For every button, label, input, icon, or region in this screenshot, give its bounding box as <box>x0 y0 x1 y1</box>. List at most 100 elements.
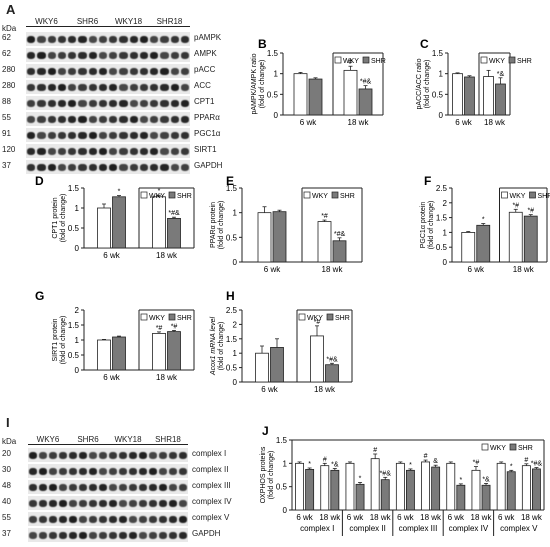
y-tick-label: 0 <box>75 244 80 253</box>
blot-band <box>150 67 159 75</box>
bar-shr <box>325 364 339 383</box>
blot-band <box>69 531 77 539</box>
bar-shr <box>464 76 475 116</box>
blot-band <box>79 483 87 491</box>
bar-wky <box>521 465 531 511</box>
blot-band <box>119 147 128 155</box>
blot-band <box>49 483 57 491</box>
blot-band <box>37 99 46 107</box>
panel-label-d: D <box>35 174 44 188</box>
blot-band <box>78 163 87 171</box>
category-label: 6 wk <box>448 513 465 522</box>
blot-band <box>69 483 77 491</box>
blot-band <box>180 115 189 123</box>
blot-band <box>37 163 46 171</box>
blot-protein-label: GAPDH <box>192 529 221 538</box>
significance-annotation: & <box>433 458 438 465</box>
significance-annotation: *#& <box>360 79 372 86</box>
blot-group-label: WKY18 <box>108 17 149 27</box>
significance-annotation: *#& <box>334 231 346 238</box>
legend-swatch-shr <box>362 56 370 64</box>
legend-label-wky: WKY <box>490 445 506 452</box>
legend-label-wky: WKY <box>510 193 526 200</box>
bar-shr <box>332 240 347 263</box>
y-tick-label: 2 <box>75 306 80 315</box>
blot-band <box>59 531 67 539</box>
significance-annotation: * <box>158 188 161 195</box>
blot-band <box>109 51 118 59</box>
category-label: 18 wk <box>521 513 543 522</box>
group-label: complex II <box>349 524 385 533</box>
legend-label-shr: SHR <box>517 58 532 65</box>
blot-band <box>150 83 159 91</box>
blot-kda-label: 91 <box>2 129 11 138</box>
blot-protein-label: CPT1 <box>194 97 215 106</box>
blot-kda-label: 55 <box>2 113 11 122</box>
blot-band <box>180 131 189 139</box>
blot-band-strip <box>26 160 190 174</box>
blot-band <box>37 115 46 123</box>
blot-band-strip <box>26 112 190 126</box>
blot-band <box>129 35 138 43</box>
blot-band <box>169 531 177 539</box>
kda-header-a: kDa <box>2 24 17 33</box>
y-tick-label: 2.5 <box>226 306 238 315</box>
blot-band <box>57 115 66 123</box>
blot-band <box>99 499 107 507</box>
blot-band <box>98 147 107 155</box>
blot-band <box>150 115 159 123</box>
blot-band <box>98 115 107 123</box>
blot-band <box>88 35 97 43</box>
blot-band <box>79 451 87 459</box>
bar-wky <box>152 196 166 249</box>
blot-band <box>68 99 77 107</box>
category-label: 6 wk <box>455 118 472 127</box>
blot-band <box>129 163 138 171</box>
blot-band <box>27 35 36 43</box>
category-label: 18 wk <box>314 385 336 394</box>
bar-shr <box>167 217 181 249</box>
y-tick-label: 0 <box>283 506 288 515</box>
legend-label-wky: WKY <box>312 193 328 200</box>
blot-band <box>37 67 46 75</box>
bar-shr <box>506 471 516 511</box>
blot-band <box>47 115 56 123</box>
blot-band-strip <box>28 496 188 510</box>
blot-band <box>68 83 77 91</box>
blot-band <box>109 483 117 491</box>
blot-band <box>119 99 128 107</box>
bar-wky <box>483 76 494 116</box>
y-tick-label: 2.5 <box>436 184 448 193</box>
blot-band <box>78 83 87 91</box>
bar-wky <box>421 461 431 511</box>
y-axis-label: (fold of change) <box>218 322 225 371</box>
blot-band <box>139 131 148 139</box>
y-tick-label: 2 <box>233 320 238 329</box>
blot-band <box>109 99 118 107</box>
category-label: 18 wk <box>322 265 344 274</box>
y-tick-label: 1 <box>75 336 80 345</box>
blot-band <box>170 147 179 155</box>
blot-band <box>159 515 167 523</box>
blot-band <box>170 163 179 171</box>
bar-wky <box>320 465 330 511</box>
significance-annotation: * <box>409 462 412 469</box>
blot-band <box>160 115 169 123</box>
blot-band <box>139 451 147 459</box>
blot-band <box>78 51 87 59</box>
significance-annotation: *#& <box>380 470 392 477</box>
y-axis-label: Acox1 mRNA level <box>210 317 217 377</box>
blot-band <box>78 131 87 139</box>
blot-band <box>159 467 167 475</box>
blot-band <box>179 531 187 539</box>
blot-band <box>88 99 97 107</box>
blot-group-label: WKY18 <box>108 435 148 445</box>
blot-band <box>49 515 57 523</box>
legend-swatch-wky <box>303 191 311 199</box>
blot-band <box>170 99 179 107</box>
blot-band <box>109 515 117 523</box>
blot-band <box>69 499 77 507</box>
group-label: complex III <box>399 524 438 533</box>
blot-band <box>180 163 189 171</box>
blot-group-label: WKY6 <box>28 435 68 445</box>
